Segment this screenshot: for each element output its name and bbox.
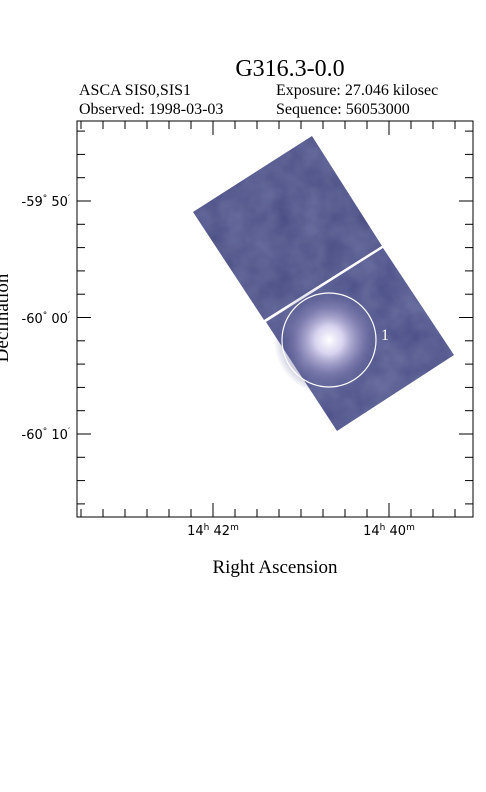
source-region: [281, 292, 377, 388]
exposure: Exposure: 27.046 kilosec: [276, 82, 438, 99]
label-part: -60: [22, 428, 43, 443]
label-part: ′: [68, 427, 70, 437]
sequence: Sequence: 56053000: [276, 101, 410, 118]
observed: Observed: 1998-03-03: [79, 101, 223, 118]
label-part: h: [204, 523, 210, 533]
label-part: h: [380, 523, 386, 533]
region-label: 1: [381, 327, 389, 344]
label-part: -59: [22, 195, 43, 210]
x-tick-label: 14h 42m: [187, 523, 239, 539]
frame: [76, 120, 474, 518]
image: 1: [193, 136, 454, 431]
label-part: °: [43, 427, 48, 437]
y-tick-label: -59° 50′: [22, 194, 70, 210]
x-axis-label: Right Ascension: [212, 557, 338, 578]
label-part: 14: [363, 524, 380, 539]
source-glow: [274, 285, 384, 395]
label-part: ′: [68, 194, 70, 204]
x-tick-label: 14h 40m: [363, 523, 415, 539]
y-axis-label: Declination: [0, 273, 13, 362]
label-part: 50: [47, 195, 68, 210]
label-part: °: [43, 311, 48, 321]
label-part: 14: [187, 524, 204, 539]
title: G316.3-0.0: [235, 56, 344, 82]
label-part: 10: [47, 428, 68, 443]
label-part: m: [406, 523, 415, 533]
ticks: [77, 121, 473, 517]
label-part: 00: [47, 312, 68, 327]
label-part: -60: [22, 312, 43, 327]
y-tick-label: -60° 10′: [22, 427, 70, 443]
label-part: °: [43, 194, 48, 204]
label-part: 40: [385, 524, 406, 539]
label-part: m: [230, 523, 239, 533]
chip-gap: [263, 245, 384, 322]
detector-texture: [193, 136, 382, 320]
y-tick-label: -60° 00′: [22, 311, 70, 327]
instrument: ASCA SIS0,SIS1: [79, 82, 191, 99]
label-part: ′: [68, 311, 70, 321]
label-part: 42: [209, 524, 230, 539]
